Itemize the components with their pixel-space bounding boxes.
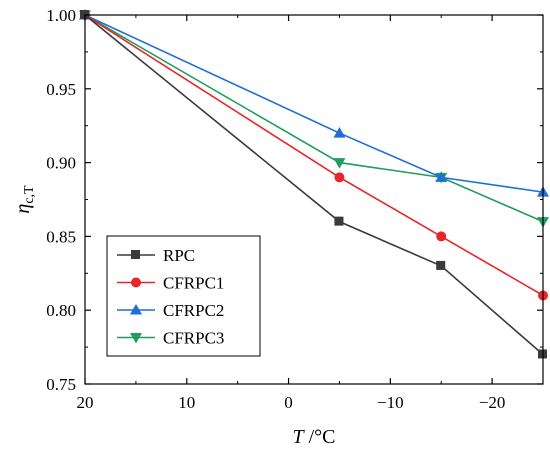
x-tick-label: −10 bbox=[377, 393, 404, 412]
data-point bbox=[436, 231, 447, 242]
data-point bbox=[436, 260, 446, 270]
data-point bbox=[334, 216, 344, 226]
legend-label: CFRPC1 bbox=[163, 274, 224, 293]
axes: 20 10 0 −10 −20 0.75 0.80 0.85 0.90 0.95 1.00 bbox=[46, 6, 544, 412]
y-axis-title-subscript: c,T bbox=[22, 185, 37, 204]
y-tick-label: 0.90 bbox=[46, 154, 76, 173]
data-point bbox=[333, 158, 346, 169]
y-tick-label: 1.00 bbox=[46, 6, 76, 25]
x-tick-label: 0 bbox=[284, 393, 293, 412]
series-cfrpc2 bbox=[79, 9, 549, 197]
legend: RPC CFRPC1 CFRPC2 CFRPC3 bbox=[106, 235, 261, 357]
series-line bbox=[84, 14, 544, 356]
y-tick-label: 0.85 bbox=[46, 227, 76, 246]
series-line bbox=[84, 14, 544, 297]
y-tick-label: 0.95 bbox=[46, 80, 76, 99]
x-axis-title: T /°C bbox=[292, 426, 335, 448]
x-tick-label: 20 bbox=[77, 393, 94, 412]
x-tick-label: 10 bbox=[178, 393, 195, 412]
legend-label: RPC bbox=[163, 246, 195, 265]
series-line bbox=[84, 14, 544, 223]
x-tick-label: −20 bbox=[479, 393, 506, 412]
data-point bbox=[334, 172, 345, 183]
legend-marker bbox=[131, 277, 141, 288]
y-tick-label: 0.80 bbox=[46, 301, 76, 320]
data-point bbox=[435, 171, 448, 182]
y-axis-title-symbol: η bbox=[12, 204, 34, 214]
x-axis-title-symbol: T bbox=[292, 426, 305, 448]
y-axis-title: ηc,T bbox=[12, 185, 37, 214]
y-tick-label: 0.75 bbox=[46, 375, 76, 394]
legend-label: CFRPC3 bbox=[163, 329, 224, 348]
series-line bbox=[84, 14, 544, 193]
series-cfrpc3 bbox=[79, 10, 549, 228]
legend-label: CFRPC2 bbox=[163, 301, 224, 320]
x-axis-title-unit: /°C bbox=[304, 426, 336, 448]
data-point bbox=[333, 127, 346, 138]
legend-marker bbox=[131, 250, 140, 259]
legend-marker bbox=[130, 304, 142, 315]
legend-marker bbox=[130, 333, 142, 344]
